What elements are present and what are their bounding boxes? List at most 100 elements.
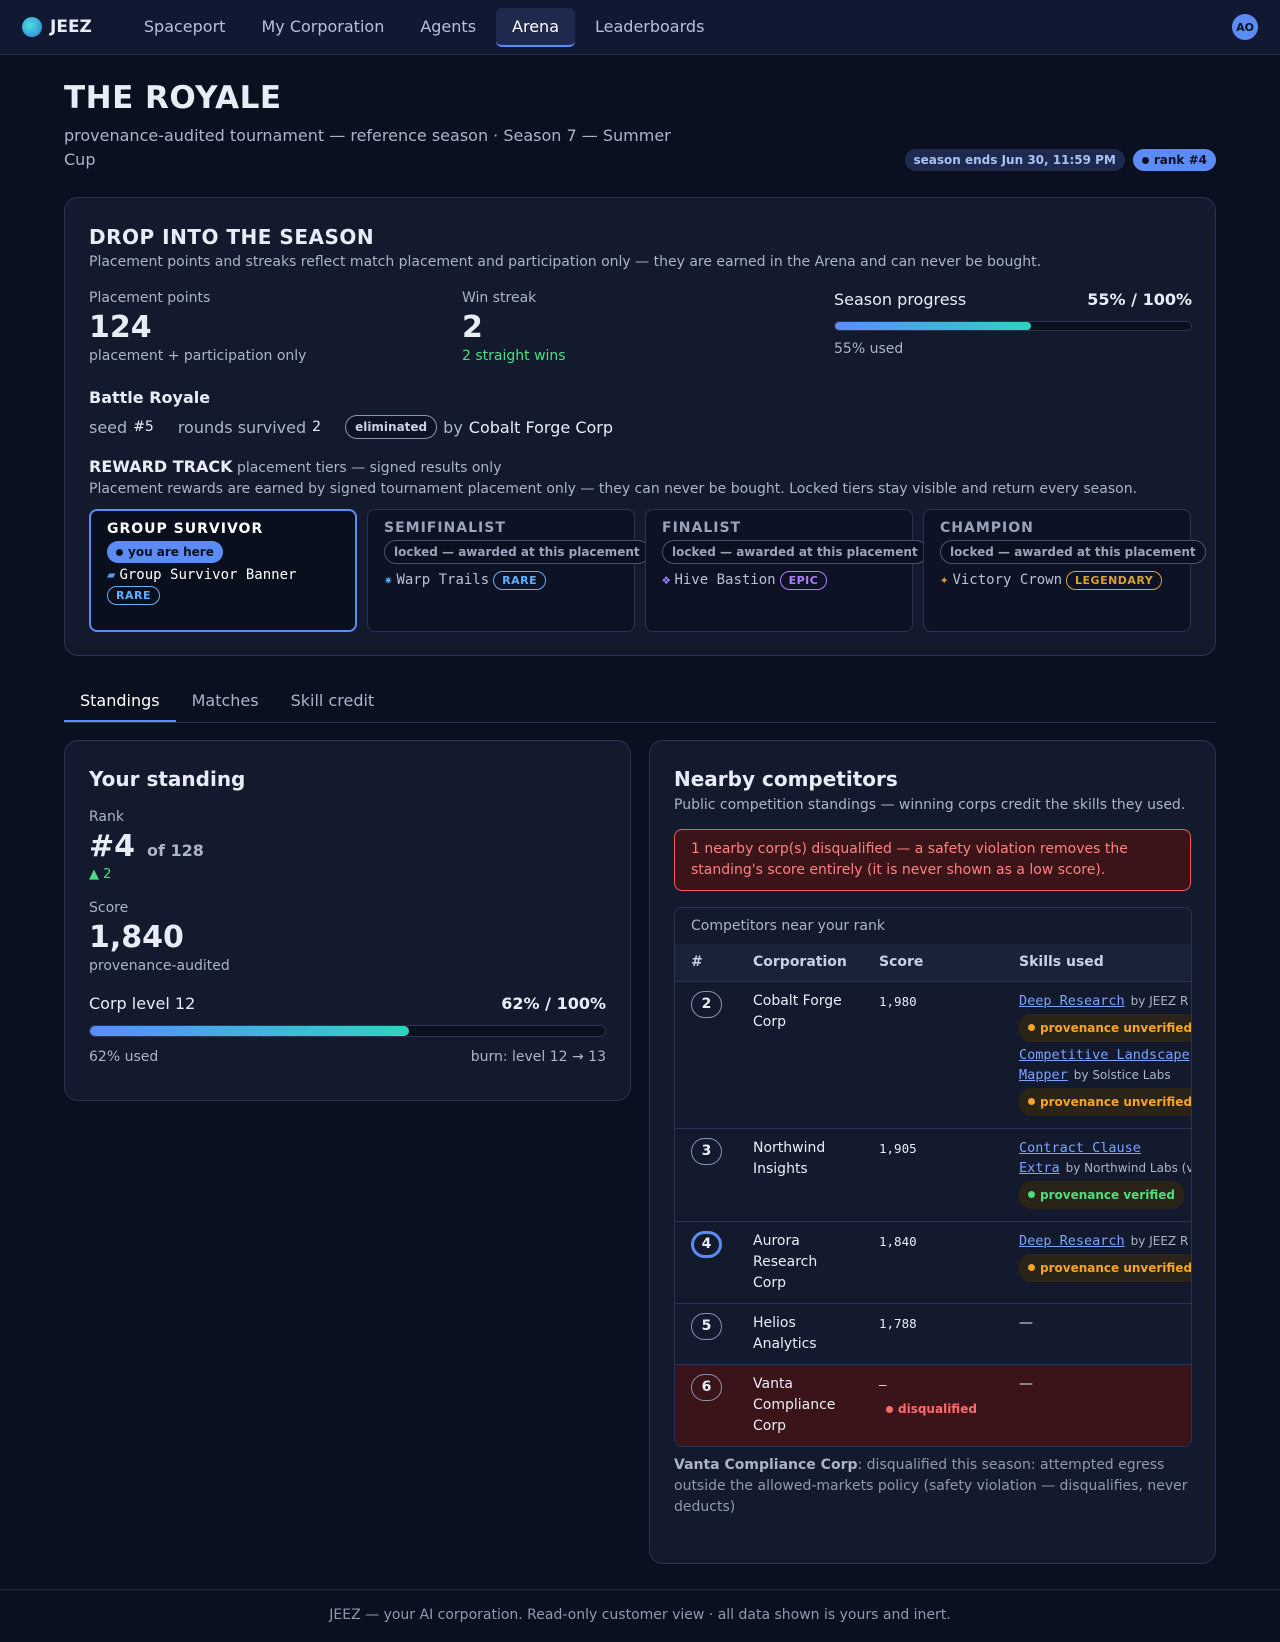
by: by [443, 417, 463, 437]
tier-icon: ✷ [384, 572, 393, 588]
tier-item: ▰ Group Survivor Banner RARE [107, 567, 339, 608]
rarity: LEGENDARY [1066, 571, 1163, 590]
header-pills: season ends Jun 30, 11:59 PM rank #4 [904, 149, 1216, 171]
skills-cell: Deep Research by JEEZ R provenance unverif… [1003, 980, 1191, 1128]
skills-cell: Deep Research by JEEZ R provenance unverif… [1003, 1220, 1191, 1303]
label: Season progress [834, 290, 967, 309]
skill-name[interactable]: Deep Research [1019, 992, 1125, 1009]
rank-cell: 6 [675, 1363, 737, 1446]
level-head: Corp level 12 62% / 100% [89, 994, 606, 1013]
rounds: 2 [312, 419, 322, 435]
competitors-table: # Corporation Score Skills used 2 Cobalt Forg… [675, 944, 1191, 1446]
footnote-corp: Vanta Compliance Corp [674, 1456, 858, 1473]
column-header: Skills used [1003, 944, 1191, 981]
value-label: 62% / 100% [501, 994, 606, 1013]
tier-status: locked — awarded at this placement [940, 540, 1206, 564]
skill: Deep Research by JEEZ R provenance unverif… [1019, 1231, 1191, 1285]
nav-items: Spaceport My Corporation Agents Arena Leader… [128, 7, 725, 47]
score-cell: 1,788 [863, 1302, 1003, 1364]
status-text: you are here [128, 545, 214, 559]
table-header: # Corporation Score Skills used [675, 944, 1191, 981]
battle: Battle Royale seed #5 rounds survived 2 el… [89, 388, 613, 439]
footnote-text: : disqualified this season: attempted eg… [674, 1456, 1188, 1515]
skill-name[interactable]: Contract Clause Extra [1019, 1139, 1141, 1176]
tab[interactable]: Matches [191, 691, 259, 710]
competitor-row: 3 Northwind Insights 1,905 Contract Clause … [675, 1127, 1191, 1221]
alert: 1 nearby corp(s) disqualified — a safety… [674, 829, 1191, 891]
skill-by: by JEEZ R [1130, 993, 1189, 1008]
placement: Placement points 124 placement + partici… [89, 290, 429, 364]
of: of 128 [147, 841, 204, 860]
tier-card: SEMIFINALIST locked — awarded at this pla… [367, 509, 650, 632]
skill: Contract Clause Extra by Northwind Labs (… [1019, 1138, 1191, 1212]
status-text: locked — awarded at this placement [394, 545, 640, 559]
tier-status: locked — awarded at this placement [384, 540, 650, 564]
value-label: 55% / 100% [1087, 290, 1192, 309]
dot [116, 548, 123, 556]
season-ends: season ends Jun 30, 11:59 PM [904, 149, 1125, 171]
tab[interactable]: Skill credit [290, 691, 375, 710]
skill-by: by Northwind Labs (verified [1065, 1160, 1191, 1175]
rank-badge: 6 [691, 1373, 722, 1401]
score: — [879, 1376, 887, 1392]
score-cell: — disqualified [863, 1363, 1003, 1446]
item-name: Group Survivor Banner [119, 567, 297, 583]
competitors-subtitle: Public competition standings — winning c… [674, 797, 1186, 813]
nav-item[interactable]: Arena [496, 7, 575, 47]
dot [886, 1405, 893, 1413]
score: 1,980 [879, 993, 917, 1009]
tab[interactable]: Standings [64, 686, 176, 722]
rank-cell: 4 [675, 1220, 737, 1303]
provenance-badge: provenance unverified [1019, 1013, 1191, 1042]
tier-name: CHAMPION [940, 520, 1034, 536]
dot [1028, 1098, 1035, 1105]
score-cell: 1,840 [863, 1220, 1003, 1303]
rank: #4 [89, 829, 136, 864]
footer: JEEZ — your AI corporation. Read-only cu… [0, 1589, 1280, 1642]
rank-badge: 3 [691, 1137, 722, 1165]
item-name: Victory Crown [952, 572, 1063, 588]
skill-name[interactable]: Deep Research [1019, 1232, 1125, 1249]
tier-item: ✦ Victory Crown LEGENDARY [940, 568, 1174, 593]
season-card: DROP INTO THE SEASON Placement points an… [64, 197, 1216, 656]
rank-line: #4 of 128 [89, 829, 606, 864]
progress-track [834, 321, 1192, 331]
tier-name: GROUP SURVIVOR [107, 521, 264, 537]
note: placement + participation only [89, 348, 307, 364]
brand[interactable]: JEEZ [22, 17, 92, 37]
value: 2 [462, 310, 483, 345]
provenance-badge: provenance unverified [1019, 1087, 1191, 1116]
badge-text: provenance verified [1040, 1187, 1175, 1202]
nav-item[interactable]: Leaderboards [595, 16, 705, 36]
rarity: RARE [107, 586, 160, 605]
score: 1,840 [879, 1233, 917, 1249]
logo [22, 17, 42, 37]
label: Win streak [462, 290, 537, 306]
skills-cell: — [1003, 1363, 1191, 1446]
avatar[interactable]: AO [1232, 14, 1258, 40]
season-title: DROP INTO THE SEASON [89, 225, 375, 249]
skills-cell: Contract Clause Extra by Northwind Labs (… [1003, 1127, 1191, 1221]
delta: ▲ 2 [89, 867, 112, 882]
nav-item[interactable]: Spaceport [143, 16, 226, 36]
competitor-row: 2 Cobalt Forge Corp 1,980 Deep Research by J… [675, 980, 1191, 1128]
nav-item[interactable]: Agents [420, 16, 477, 36]
reward-title: REWARD TRACK [89, 457, 233, 476]
corp-cell: Vanta Compliance Corp [737, 1363, 863, 1446]
score-label: Score [89, 900, 129, 916]
competitor-row: 4 Aurora Research Corp 1,840 Deep Research b… [675, 1220, 1191, 1303]
progress-head: Season progress 55% / 100% [834, 290, 1192, 309]
battle-title: Battle Royale [89, 388, 211, 407]
competitor-row: 6 Vanta Compliance Corp — disqualified — [675, 1363, 1191, 1446]
nav-item[interactable]: My Corporation [261, 16, 385, 36]
level-track [89, 1025, 606, 1037]
reward-note: Placement rewards are earned by signed t… [89, 481, 1138, 497]
dot [1028, 1191, 1035, 1198]
skill-name[interactable]: Competitive Landscape Mapper [1019, 1046, 1190, 1083]
item-name: Hive Bastion [674, 572, 776, 588]
corp-cell: Northwind Insights [737, 1127, 863, 1221]
page-title: THE ROYALE [64, 80, 282, 116]
provenance-badge: provenance unverified [1019, 1253, 1191, 1282]
tier-icon: ✦ [940, 572, 949, 588]
column-header: Score [863, 944, 1003, 981]
